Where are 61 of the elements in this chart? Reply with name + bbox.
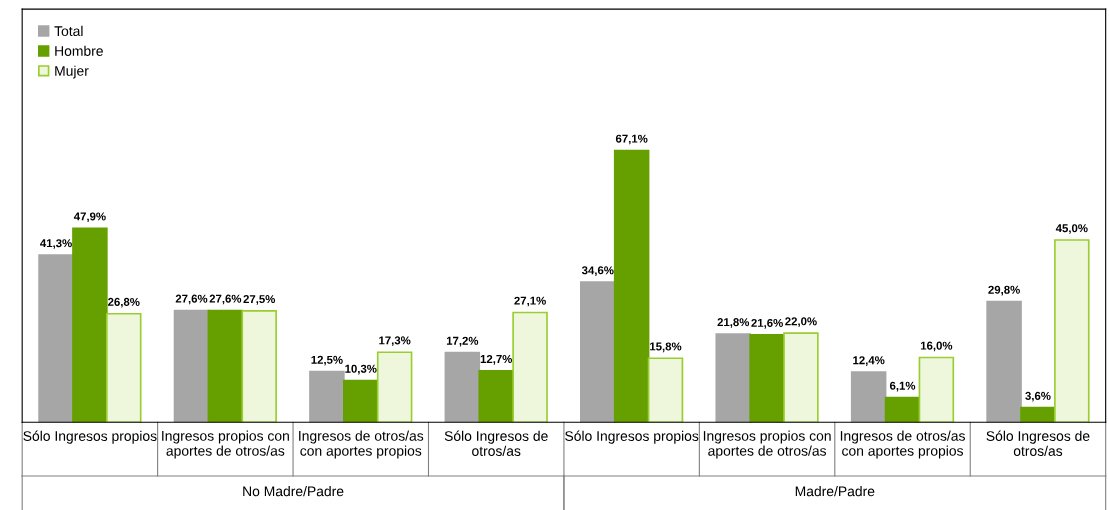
data-label: 22,0% <box>785 317 817 328</box>
text: No Madre/Padre <box>243 486 344 497</box>
data-label: 15,8% <box>650 342 682 353</box>
bar <box>580 281 616 423</box>
data-label: 26,8% <box>108 297 140 308</box>
bar <box>478 370 514 423</box>
data-label: 27,6% <box>175 294 208 305</box>
data-label: 6,1% <box>889 381 916 392</box>
data-label: 21,6% <box>751 318 783 329</box>
bar <box>173 309 210 423</box>
bar <box>343 379 379 423</box>
bar <box>309 370 345 423</box>
legend-label: Hombre <box>55 45 103 56</box>
bar <box>444 351 481 423</box>
data-label: 27,5% <box>243 295 276 305</box>
data-label: 17,3% <box>379 336 411 347</box>
x-tick-label: Sólo Ingresos de otros/as <box>986 430 1090 456</box>
bar <box>918 356 955 423</box>
data-label: 3,6% <box>1025 391 1051 402</box>
text: Madre/Padre <box>795 486 875 497</box>
bar <box>1020 406 1056 423</box>
x-tick-label: Ingresos de otros/as con aportes propios <box>299 430 424 459</box>
bar <box>647 357 684 423</box>
data-label: 47,9% <box>73 212 106 223</box>
x-tick-label: Sólo Ingresos propios <box>565 430 699 444</box>
data-label: 10,3% <box>345 364 377 375</box>
bar <box>207 309 244 423</box>
data-label: 29,8% <box>988 285 1020 296</box>
bar <box>1054 239 1090 423</box>
bar <box>850 371 887 423</box>
data-label: 12,4% <box>853 356 885 366</box>
data-label: 16,0% <box>920 341 953 352</box>
bar <box>376 351 413 423</box>
data-label: 27,1% <box>514 296 546 307</box>
bar <box>105 312 142 423</box>
legend-label: Mujer <box>55 65 89 79</box>
x-tick-label: Ingresos de otros/as con aportes propios <box>840 430 965 459</box>
bar <box>512 311 548 423</box>
legend-label: Total <box>54 25 83 37</box>
x-tick-label: Ingresos propios con aportes de otros/as <box>703 430 831 459</box>
x-tick-label: Sólo Ingresos propios <box>23 430 157 444</box>
bar <box>986 300 1022 423</box>
data-label: 21,8% <box>717 318 750 328</box>
bar <box>241 310 277 423</box>
data-label: 67,1% <box>615 134 648 145</box>
bar <box>613 149 650 423</box>
data-label: 17,2% <box>446 336 479 347</box>
bar <box>783 332 819 423</box>
x-tick-label: Ingresos propios con aportes de otros/as <box>162 430 289 459</box>
data-label: 45,0% <box>1055 224 1088 234</box>
bar <box>884 396 921 423</box>
bar <box>749 333 785 423</box>
data-label: 12,7% <box>480 354 513 365</box>
data-label: 27,6% <box>209 294 242 305</box>
x-tick-label: Sólo Ingresos de otros/as <box>444 430 548 456</box>
data-label: 41,3% <box>40 239 72 249</box>
bar <box>38 254 74 423</box>
bar <box>715 333 751 423</box>
data-label: 12,5% <box>311 355 343 366</box>
data-label: 34,6% <box>581 266 614 276</box>
bar <box>72 227 108 423</box>
